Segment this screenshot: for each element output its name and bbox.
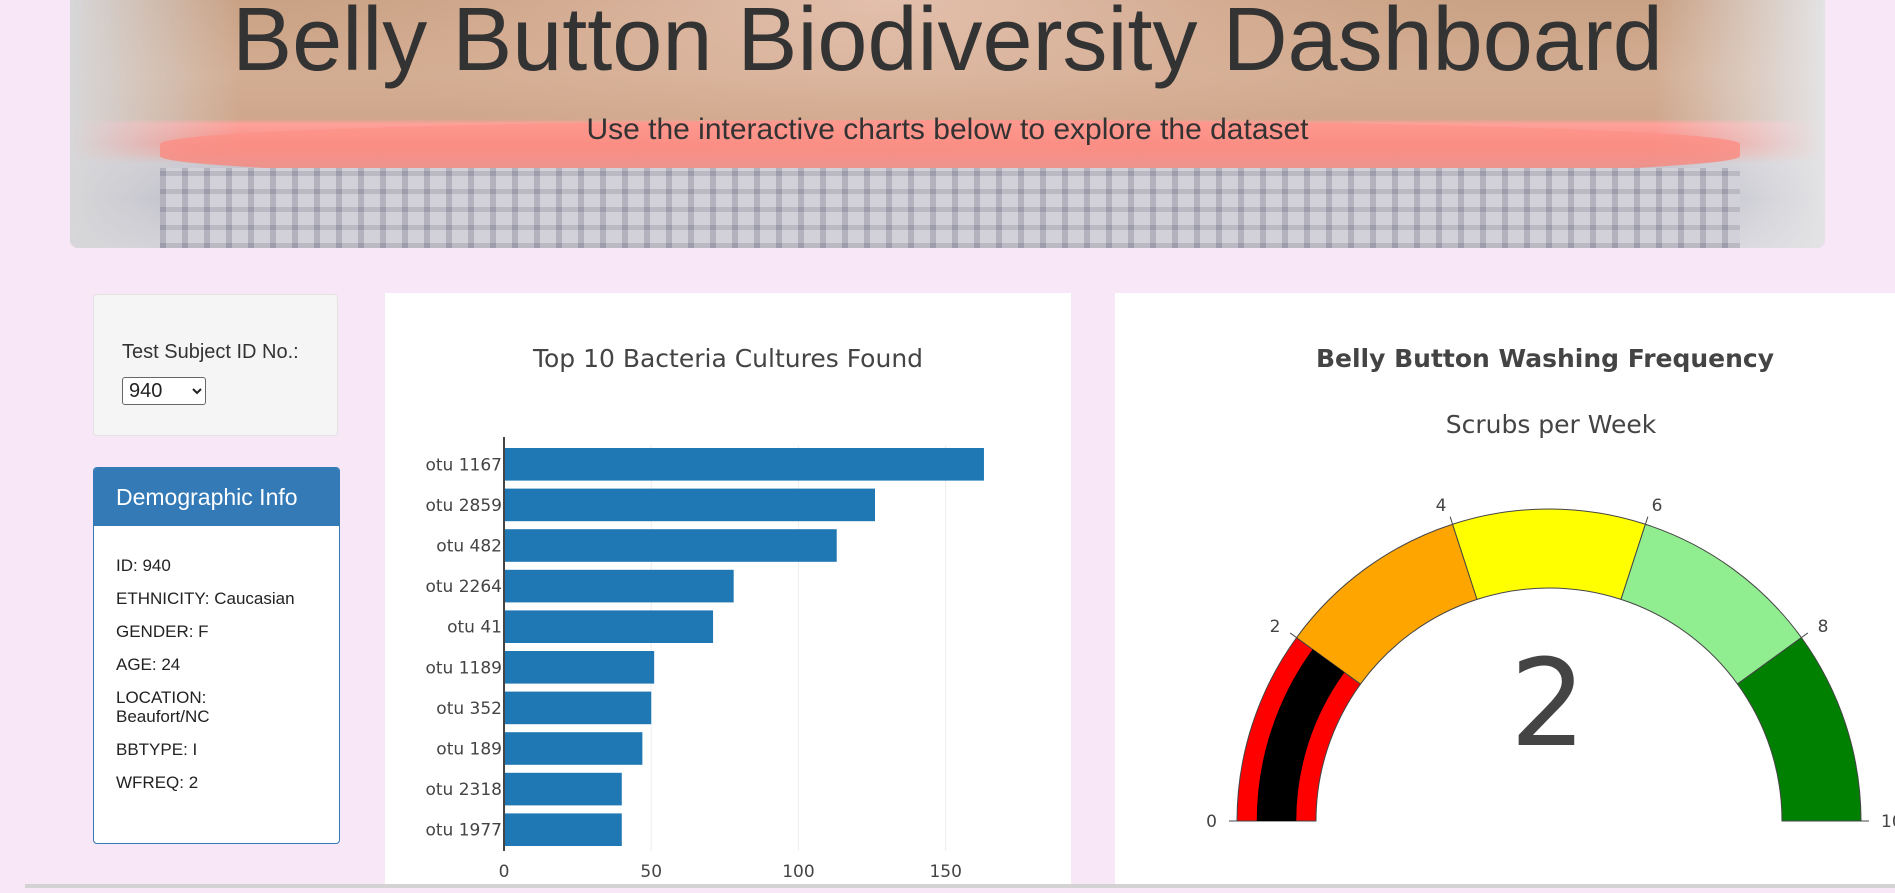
y-tick-label: otu 1189 <box>425 658 502 678</box>
bar[interactable] <box>505 610 714 643</box>
gauge-tick <box>1289 632 1297 639</box>
gauge-tick-label: 8 <box>1818 617 1829 637</box>
demographic-info-panel: Demographic Info ID: 940 ETHNICITY: Cauc… <box>93 467 340 844</box>
y-tick-label: otu 1977 <box>425 821 502 841</box>
y-tick-label: otu 2318 <box>425 780 502 800</box>
y-tick-label: otu 482 <box>436 537 502 557</box>
demo-age: AGE: 24 <box>116 655 181 674</box>
demo-location: LOCATION: Beaufort/NC <box>116 688 210 726</box>
y-tick-label: otu 1167 <box>425 455 502 475</box>
y-tick-label: otu 2859 <box>425 496 502 516</box>
subject-id-dropdown[interactable]: 940 <box>122 377 206 405</box>
y-tick-label: otu 2264 <box>425 577 502 597</box>
demographic-info-heading: Demographic Info <box>94 468 339 526</box>
demo-ethnicity: ETHNICITY: Caucasian <box>116 589 295 608</box>
bar[interactable] <box>505 651 655 684</box>
page-title: Belly Button Biodiversity Dashboard <box>232 0 1663 90</box>
gauge-chart-title: Belly Button Washing Frequency <box>1316 344 1774 373</box>
demo-bbtype: BBTYPE: I <box>116 740 198 759</box>
bar[interactable] <box>505 813 622 846</box>
bar-chart[interactable]: Top 10 Bacteria Cultures Found otu 1167 o… <box>385 293 1071 888</box>
subject-selector-panel: Test Subject ID No.: 940 <box>93 294 338 436</box>
gauge-chart-subtitle: Scrubs per Week <box>1446 410 1657 439</box>
bar-chart-title: Top 10 Bacteria Cultures Found <box>532 344 923 373</box>
gauge-tick <box>1449 516 1454 525</box>
demo-wfreq: WFREQ: 2 <box>116 773 199 792</box>
bar[interactable] <box>505 772 622 806</box>
gauge-chart-card: Belly Button Washing Frequency Scrubs pe… <box>1115 293 1895 888</box>
gauge-tick <box>1801 632 1809 639</box>
page-subtitle: Use the interactive charts below to expl… <box>586 113 1309 146</box>
gauge-tick-label: 6 <box>1652 496 1663 516</box>
subject-selector-label: Test Subject ID No.: <box>122 341 299 363</box>
x-tick-label: 0 <box>499 862 510 882</box>
gauge-tick-label: 10 <box>1881 812 1895 832</box>
bar[interactable] <box>505 448 984 481</box>
demo-gender: GENDER: F <box>116 622 209 641</box>
gauge-chart[interactable]: Belly Button Washing Frequency Scrubs pe… <box>1115 293 1895 888</box>
bar[interactable] <box>505 569 734 603</box>
bar-chart-card: Top 10 Bacteria Cultures Found otu 1167 o… <box>385 293 1071 888</box>
y-tick-label: otu 189 <box>436 740 502 760</box>
y-tick-label: otu 41 <box>447 618 502 638</box>
horizontal-scrollbar[interactable] <box>25 884 1895 888</box>
gauge-tick-label: 2 <box>1270 617 1281 637</box>
header-jumbotron: Belly Button Biodiversity Dashboard Use … <box>70 0 1825 248</box>
demo-id: ID: 940 <box>116 556 171 575</box>
gauge-tick-label: 0 <box>1206 812 1217 832</box>
bar[interactable] <box>505 529 837 562</box>
gauge-tick <box>1644 516 1649 525</box>
gauge-value-bar[interactable] <box>1256 649 1345 821</box>
gauge-step[interactable] <box>1451 508 1647 601</box>
x-tick-label: 100 <box>782 862 814 882</box>
bar[interactable] <box>505 691 652 725</box>
demographic-info-body: ID: 940 ETHNICITY: Caucasian GENDER: F A… <box>94 526 339 792</box>
y-tick-label: otu 352 <box>436 699 502 719</box>
gauge-tick-label: 4 <box>1436 496 1447 516</box>
bar[interactable] <box>505 732 643 765</box>
header-image-plaid <box>160 168 1740 248</box>
gauge-value-number: 2 <box>1510 635 1586 774</box>
x-tick-label: 50 <box>640 862 662 882</box>
bar[interactable] <box>505 488 875 522</box>
x-tick-label: 150 <box>929 862 961 882</box>
